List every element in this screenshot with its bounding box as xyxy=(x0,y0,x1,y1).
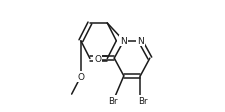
Text: N: N xyxy=(137,37,144,46)
Text: Br: Br xyxy=(108,96,117,105)
Text: O: O xyxy=(77,72,84,81)
Text: Br: Br xyxy=(138,96,147,105)
Text: O: O xyxy=(94,54,101,63)
Text: N: N xyxy=(120,37,127,46)
